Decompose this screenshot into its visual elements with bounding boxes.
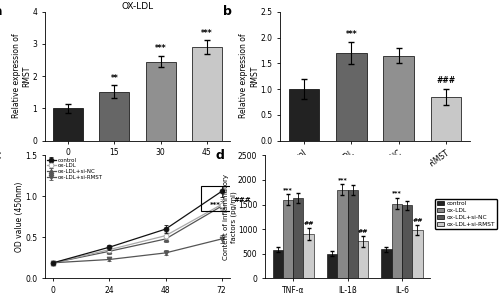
Title: OX-LDL: OX-LDL	[122, 2, 154, 11]
Y-axis label: Relative expression of
RMST: Relative expression of RMST	[12, 34, 31, 118]
Bar	[192, 47, 222, 141]
Text: ***: ***	[283, 187, 293, 192]
Text: ***: ***	[346, 30, 357, 39]
Bar	[293, 197, 304, 278]
Bar	[384, 56, 414, 141]
Text: b: b	[223, 5, 232, 18]
Bar	[430, 97, 462, 141]
Text: ###: ###	[436, 76, 456, 86]
Text: ##: ##	[358, 229, 368, 234]
Bar	[348, 190, 358, 278]
Bar	[288, 89, 320, 141]
Bar	[100, 92, 130, 141]
Legend: control, ox-LDL, ox-LDL+si-NC, ox-LDL+si-RMST: control, ox-LDL, ox-LDL+si-NC, ox-LDL+si…	[46, 156, 104, 181]
Legend: control, ox-LDL, ox-LDL+si-NC, ox-LDL+si-RMST: control, ox-LDL, ox-LDL+si-NC, ox-LDL+si…	[434, 199, 497, 229]
Text: ##: ##	[304, 221, 314, 226]
Bar	[336, 53, 366, 141]
Bar	[402, 205, 412, 278]
Text: ***: ***	[392, 191, 402, 196]
Bar	[272, 250, 283, 278]
Bar	[337, 190, 347, 278]
Text: d: d	[216, 149, 224, 162]
Bar	[304, 234, 314, 278]
X-axis label: concentration (μg/ml): concentration (μg/ml)	[96, 160, 180, 169]
Bar	[200, 186, 231, 211]
Text: ***: ***	[338, 177, 347, 182]
Text: ***: ***	[154, 44, 166, 53]
Bar	[283, 200, 293, 278]
Y-axis label: Relative expression of
RMST: Relative expression of RMST	[240, 34, 259, 118]
Y-axis label: OD value (450nm): OD value (450nm)	[15, 182, 24, 252]
Text: a: a	[0, 5, 2, 18]
Y-axis label: Content of inflammatory
factors (pg/ml): Content of inflammatory factors (pg/ml)	[223, 174, 236, 260]
Text: ###: ###	[234, 197, 251, 202]
Bar	[358, 241, 368, 278]
Text: ***: ***	[210, 202, 221, 207]
Bar	[381, 249, 392, 278]
Text: **: **	[110, 74, 118, 83]
Bar	[392, 204, 402, 278]
Bar	[412, 230, 422, 278]
Bar	[327, 254, 337, 278]
Bar	[54, 108, 84, 141]
Text: ***: ***	[201, 28, 212, 38]
Text: ##: ##	[412, 218, 422, 223]
Bar	[146, 62, 176, 141]
